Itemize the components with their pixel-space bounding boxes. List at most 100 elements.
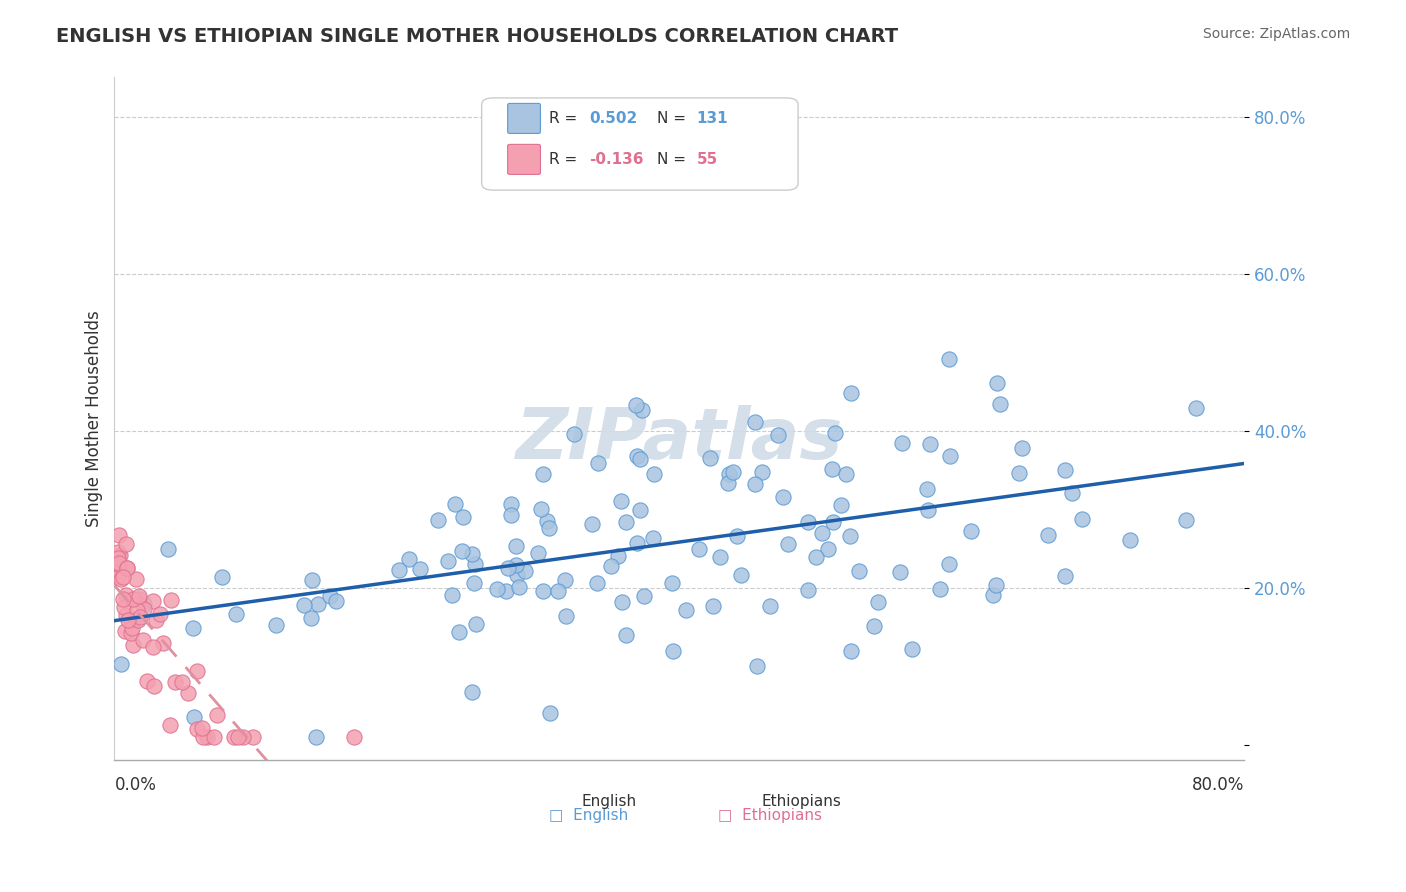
Point <box>121 621 143 635</box>
Point <box>538 706 561 721</box>
FancyBboxPatch shape <box>508 145 540 175</box>
Point <box>721 465 744 479</box>
Point <box>607 549 630 564</box>
Point <box>464 557 486 571</box>
Point <box>449 624 471 639</box>
Bar <box>730 791 755 812</box>
Point <box>319 589 342 603</box>
Text: □  Ethiopians: □ Ethiopians <box>718 808 823 823</box>
Point <box>191 721 214 735</box>
Point <box>128 592 150 607</box>
Point <box>1118 533 1140 547</box>
Point <box>745 659 768 673</box>
Point <box>145 614 167 628</box>
Point <box>444 497 467 511</box>
Point <box>531 583 554 598</box>
Point <box>981 588 1004 602</box>
Point <box>242 730 264 744</box>
Point <box>111 570 134 584</box>
Point <box>702 599 724 613</box>
FancyBboxPatch shape <box>508 103 540 134</box>
Point <box>513 565 536 579</box>
Point <box>848 564 870 578</box>
Point <box>929 582 952 596</box>
Point <box>121 591 143 606</box>
Point <box>451 544 474 558</box>
Point <box>938 557 960 571</box>
Point <box>821 462 844 476</box>
Point <box>388 563 411 577</box>
Point <box>299 610 322 624</box>
Point <box>675 603 697 617</box>
Point <box>624 398 647 412</box>
Point <box>643 531 665 545</box>
Point <box>547 584 569 599</box>
Point <box>717 467 740 481</box>
Point <box>142 594 165 608</box>
Point <box>205 708 228 723</box>
Point <box>143 679 166 693</box>
Point <box>132 597 155 611</box>
Point <box>581 517 603 532</box>
Text: -0.136: -0.136 <box>589 152 644 167</box>
Point <box>817 542 839 557</box>
Point <box>804 550 827 565</box>
Point <box>294 598 316 612</box>
Point <box>211 569 233 583</box>
Point <box>526 546 548 560</box>
Point <box>120 625 142 640</box>
Point <box>610 595 633 609</box>
Point <box>537 521 560 535</box>
Point <box>609 493 631 508</box>
Point <box>1036 527 1059 541</box>
Point <box>461 548 484 562</box>
Point <box>986 376 1008 391</box>
Point <box>1062 485 1084 500</box>
Bar <box>550 791 574 812</box>
Point <box>839 644 862 658</box>
Point <box>501 497 523 511</box>
Point <box>628 503 651 517</box>
Text: Source: ZipAtlas.com: Source: ZipAtlas.com <box>1202 27 1350 41</box>
Point <box>453 509 475 524</box>
Point <box>112 600 135 615</box>
Point <box>170 675 193 690</box>
Point <box>901 642 924 657</box>
Text: 0.502: 0.502 <box>589 111 637 126</box>
Point <box>461 684 484 698</box>
Point <box>772 490 794 504</box>
Point <box>839 386 862 401</box>
Point <box>159 718 181 732</box>
Point <box>688 542 710 557</box>
Point <box>426 513 449 527</box>
Point <box>626 536 648 550</box>
Point <box>110 572 132 586</box>
Point <box>628 451 651 466</box>
Point <box>616 627 638 641</box>
Text: N =: N = <box>657 111 686 126</box>
Point <box>751 465 773 479</box>
Point <box>917 503 939 517</box>
Point <box>823 515 845 529</box>
Point <box>554 574 576 588</box>
Point <box>152 636 174 650</box>
Point <box>835 467 858 481</box>
Point <box>125 603 148 617</box>
Point <box>142 640 165 654</box>
Point <box>464 616 486 631</box>
Point <box>699 450 721 465</box>
Point <box>508 580 530 594</box>
Point <box>307 597 329 611</box>
Point <box>156 542 179 557</box>
Point <box>115 588 138 602</box>
Point <box>759 599 782 613</box>
Text: Ethiopians: Ethiopians <box>762 794 842 809</box>
Point <box>939 449 962 463</box>
Point <box>301 573 323 587</box>
Point <box>661 576 683 591</box>
Point <box>177 685 200 699</box>
Text: R =: R = <box>550 152 578 167</box>
Point <box>160 593 183 607</box>
Point <box>128 589 150 603</box>
Point <box>810 525 832 540</box>
